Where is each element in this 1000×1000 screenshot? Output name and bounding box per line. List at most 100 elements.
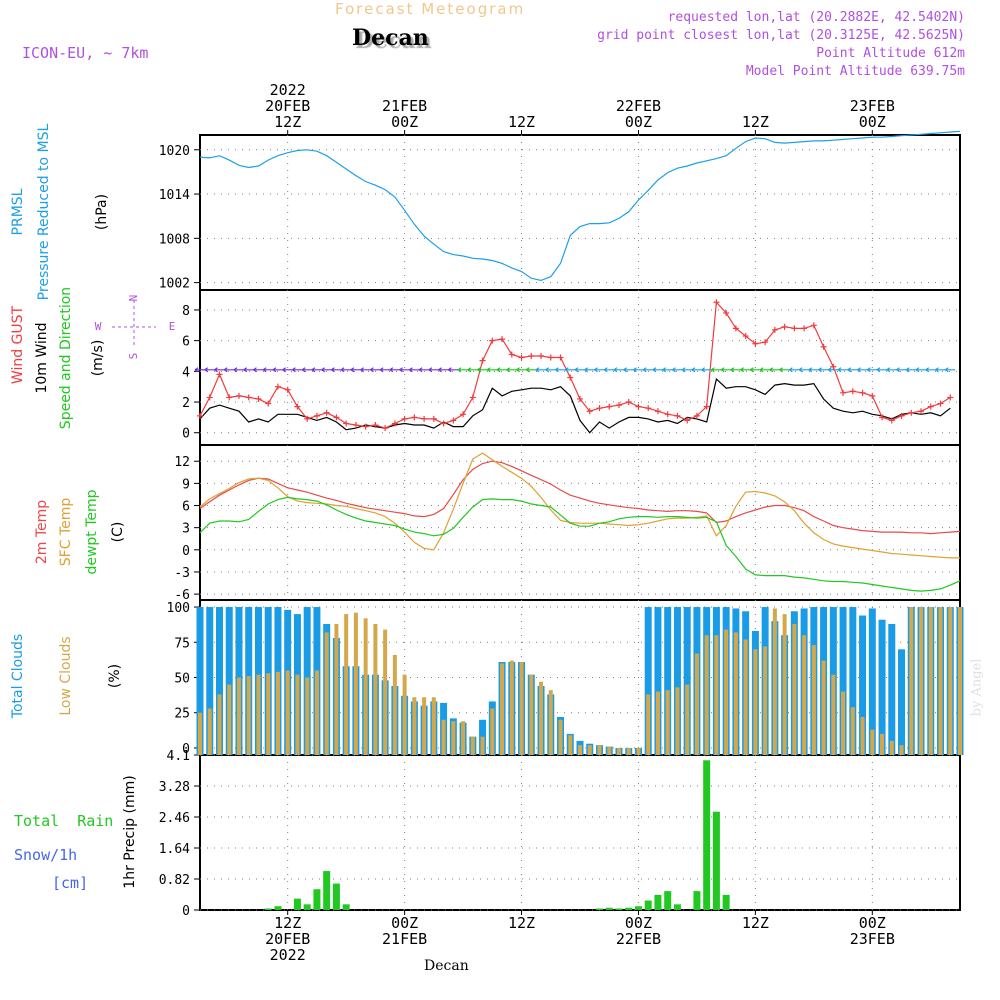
bottom-time-label: 12Z	[274, 914, 301, 932]
wind-axis-label: (m/s)	[90, 339, 106, 377]
wind-direction-arrow	[350, 367, 361, 373]
precip-ytick-label: 0	[182, 904, 190, 919]
low-cloud-bar	[217, 694, 222, 755]
compass-label: W	[95, 320, 102, 333]
wind-direction-arrow	[262, 367, 274, 373]
low-cloud-bar	[246, 676, 251, 755]
precip-ytick-label: 4.1	[167, 749, 190, 764]
temp-ytick-label: 0	[182, 544, 190, 559]
wind-gust-point	[440, 420, 447, 427]
temp-ytick-label: -3	[174, 566, 190, 581]
wind-direction-arrow	[282, 367, 293, 373]
low-cloud-bar	[665, 690, 670, 755]
low-cloud-bar	[880, 733, 885, 755]
wind-gust-point	[265, 400, 272, 407]
clouds-ytick-label: 0	[182, 742, 190, 757]
wind-direction-arrow	[905, 367, 917, 373]
wind-gust-point	[313, 412, 320, 419]
low-cloud-bar	[539, 681, 544, 755]
wind-direction-arrow	[243, 367, 254, 373]
rain-bar	[712, 811, 720, 910]
compass-label: N	[127, 295, 140, 302]
wind-direction-arrow	[399, 367, 410, 373]
low-cloud-bar	[529, 674, 534, 755]
wind-gust-point	[577, 395, 583, 402]
low-cloud-bar	[821, 660, 826, 755]
wind-gust-point	[635, 403, 642, 410]
wind-gust-point	[382, 425, 389, 432]
clouds-axis-label: (%)	[107, 663, 123, 689]
low-cloud-bar	[714, 635, 719, 755]
top-time-label: 23FEB	[850, 97, 895, 115]
low-cloud-bar	[383, 629, 388, 755]
rain-bar	[303, 904, 311, 910]
rain-bar	[595, 908, 603, 910]
wind-direction-arrow	[418, 367, 430, 373]
wind-gust-point	[615, 402, 622, 409]
wind-gust-point	[947, 394, 954, 401]
wind-direction-arrow	[642, 367, 654, 373]
wind-gust-point	[771, 326, 778, 333]
wind-gust-point	[323, 409, 330, 416]
wind-gust-point	[557, 354, 564, 361]
wind-direction-arrow	[389, 367, 400, 373]
wind-gust-point	[235, 392, 242, 399]
wind-direction-arrow	[935, 367, 946, 373]
temp-ytick-label: 3	[182, 522, 190, 537]
author-credit: by Angel	[969, 658, 985, 717]
wind-gust-point	[713, 299, 720, 306]
wind-direction-arrow	[272, 367, 283, 373]
wind-direction-arrow	[662, 367, 673, 373]
total-cloud-bar	[644, 607, 652, 755]
low-cloud-bar	[958, 607, 962, 755]
low-cloud-bar	[919, 607, 924, 755]
wind-gust-point	[810, 322, 817, 329]
rain-bar	[722, 894, 730, 910]
wind-ytick-label: 4	[182, 365, 190, 380]
wind-gust-point	[226, 394, 233, 401]
wind-direction-arrow	[633, 367, 644, 373]
low-cloud-bar	[850, 707, 855, 755]
precip-axis-label: 1hr Precip (mm)	[122, 775, 138, 889]
low-cloud-bar	[841, 691, 846, 755]
wind-direction-arrow	[876, 367, 888, 373]
low-cloud-bar	[597, 745, 602, 755]
low-cloud-bar	[256, 674, 261, 755]
wind-direction-arrow	[896, 367, 907, 373]
rain-bar	[703, 760, 711, 910]
low-cloud-bar	[685, 684, 690, 755]
model-label: ICON-EU, ~ 7km	[22, 44, 149, 62]
dewpoint-line	[199, 496, 961, 592]
wind-gust-point	[820, 343, 827, 350]
wind-direction-arrow	[613, 367, 624, 373]
wind-direction-arrow	[691, 367, 702, 373]
low-cloud-bar	[616, 747, 621, 755]
wind-gust-point	[391, 420, 398, 427]
clouds-ytick-label: 50	[174, 672, 190, 687]
wind-gust-point	[255, 395, 262, 402]
top-time-label: 00Z	[625, 113, 652, 131]
wind-gust-point	[625, 399, 632, 406]
low-cloud-bar	[568, 735, 573, 755]
top-time-label: 00Z	[859, 113, 886, 131]
wind-direction-arrow	[837, 367, 849, 373]
wind-direction-arrow	[331, 367, 342, 373]
low-cloud-bar	[909, 607, 914, 755]
wind-direction-arrow	[525, 367, 537, 373]
pressure-ytick-label: 1002	[159, 277, 190, 292]
bottom-time-label: 23FEB	[850, 930, 895, 948]
wind-gust-point	[830, 363, 837, 370]
wind-gust-point	[352, 422, 359, 429]
wind-direction-arrow	[584, 367, 595, 373]
wind-direction-arrow	[409, 367, 420, 373]
wind-gust-point	[460, 411, 467, 418]
total-cloud-bar	[664, 607, 672, 755]
rain-bar	[644, 900, 652, 910]
rain-bar	[693, 891, 701, 910]
wind-gust-point	[908, 409, 915, 416]
wind-gust-point	[411, 414, 418, 421]
wind-gust-point	[723, 310, 730, 317]
wind-gust-point	[479, 357, 486, 364]
low-cloud-bar	[392, 654, 397, 755]
wind-direction-arrow	[204, 367, 215, 373]
